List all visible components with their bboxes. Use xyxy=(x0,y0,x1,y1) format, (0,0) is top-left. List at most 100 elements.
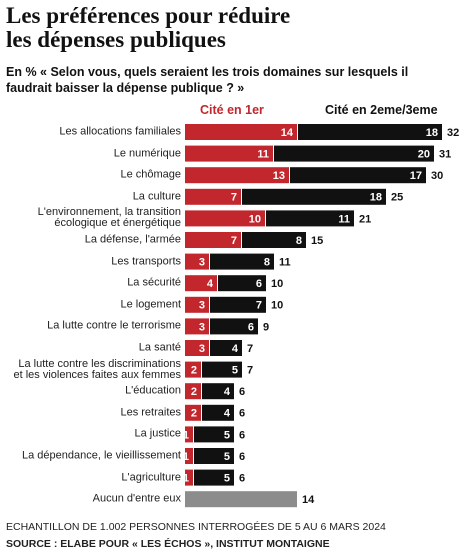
bar-segment xyxy=(185,469,193,486)
total-label: 14 xyxy=(302,494,315,506)
category-label: La lutte contre le terrorisme xyxy=(47,319,181,332)
value-label: 2 xyxy=(191,365,197,377)
value-label: 2 xyxy=(191,386,197,398)
value-label: 3 xyxy=(199,257,205,269)
category-label: L'environnement, la transition écologiqu… xyxy=(37,206,181,230)
category-label: L'agriculture xyxy=(121,471,181,484)
total-label: 10 xyxy=(271,300,283,312)
bar-segment xyxy=(185,232,241,248)
bar-segment xyxy=(218,275,266,292)
bar-segment xyxy=(185,296,209,313)
chart-subtitle: En % « Selon vous, quels seraient les tr… xyxy=(6,65,409,95)
value-label: 4 xyxy=(232,343,239,355)
value-label: 6 xyxy=(248,321,254,333)
bar xyxy=(185,491,297,508)
value-label: 3 xyxy=(199,300,205,312)
bar-segment xyxy=(185,383,201,400)
value-label: 11 xyxy=(257,149,269,161)
bar-segment xyxy=(185,275,217,292)
category-label: La sécurité xyxy=(127,276,181,289)
value-label: 17 xyxy=(410,170,422,182)
value-label: 10 xyxy=(249,213,261,225)
bar-segment xyxy=(185,340,209,356)
bar-segment xyxy=(185,318,209,335)
value-label: 13 xyxy=(273,170,285,182)
total-label: 10 xyxy=(271,278,283,290)
category-label: Le numérique xyxy=(113,147,181,160)
bar-segment xyxy=(185,361,201,378)
value-label: 7 xyxy=(256,300,262,312)
category-label: La justice xyxy=(134,427,181,440)
bar-segment xyxy=(185,448,193,464)
value-label: 3 xyxy=(199,321,205,333)
value-label: 5 xyxy=(224,429,230,441)
value-label: 5 xyxy=(224,451,230,463)
value-label: 7 xyxy=(231,192,237,204)
total-label: 11 xyxy=(279,257,291,269)
bar-segment xyxy=(185,188,241,205)
total-label: 6 xyxy=(239,451,245,463)
category-label: La lutte contre les discriminations et l… xyxy=(13,357,181,381)
value-label: 18 xyxy=(426,127,438,139)
bar-segment xyxy=(194,426,234,443)
total-label: 6 xyxy=(239,473,245,485)
bar-segment xyxy=(242,188,386,205)
category-label: Les allocations familiales xyxy=(59,125,181,138)
value-label: 4 xyxy=(224,386,231,398)
value-label: 7 xyxy=(231,235,237,247)
bar-segment xyxy=(202,404,234,421)
total-label: 6 xyxy=(239,408,245,420)
bar-segment xyxy=(185,253,209,270)
value-label: 18 xyxy=(370,192,382,204)
value-label: 4 xyxy=(207,278,214,290)
total-label: 21 xyxy=(359,213,371,225)
bar-segment xyxy=(185,124,297,140)
value-label: 5 xyxy=(224,473,230,485)
category-label: Le logement xyxy=(120,298,181,311)
value-label: 20 xyxy=(418,149,430,161)
total-label: 25 xyxy=(391,192,403,204)
bar-segment xyxy=(242,232,306,248)
value-label: 5 xyxy=(232,365,238,377)
value-label: 8 xyxy=(296,235,302,247)
category-label: La dépendance, le vieillissement xyxy=(22,449,181,462)
value-label: 6 xyxy=(256,278,262,290)
total-label: 31 xyxy=(439,149,451,161)
value-label: 2 xyxy=(191,408,197,420)
bar-segment xyxy=(185,167,289,184)
bar-segment xyxy=(266,210,354,227)
bar-segment xyxy=(202,383,234,400)
bar-segment xyxy=(185,426,193,443)
total-label: 32 xyxy=(447,127,459,139)
value-label: 1 xyxy=(183,429,189,441)
category-label: Les transports xyxy=(111,255,181,268)
category-label: Aucun d'entre eux xyxy=(92,492,181,505)
bar-segment xyxy=(210,318,258,335)
value-label: 14 xyxy=(281,127,294,139)
total-label: 6 xyxy=(239,386,245,398)
source-note: SOURCE : ELABE POUR « LES ÉCHOS », INSTI… xyxy=(6,538,330,550)
bar-segment xyxy=(210,296,266,313)
bar-segment xyxy=(290,167,426,184)
bar-segment xyxy=(194,448,234,464)
total-label: 7 xyxy=(247,365,253,377)
total-label: 7 xyxy=(247,343,253,355)
category-label: L'éducation xyxy=(125,384,181,397)
bar-segment xyxy=(185,145,273,162)
total-label: 9 xyxy=(263,321,269,333)
value-label: 1 xyxy=(183,451,189,463)
category-label: La santé xyxy=(138,341,181,354)
total-label: 6 xyxy=(239,429,245,441)
legend-entry: Cité en 2eme/3eme xyxy=(325,103,438,117)
bar-segment xyxy=(185,404,201,421)
value-label: 4 xyxy=(224,408,231,420)
value-label: 11 xyxy=(338,213,350,225)
total-label: 15 xyxy=(311,235,323,247)
bar-segment xyxy=(210,340,242,356)
sample-note: ECHANTILLON DE 1.002 PERSONNES INTERROGÉ… xyxy=(6,521,386,533)
category-label: La défense, l'armée xyxy=(84,233,181,246)
category-label: La culture xyxy=(132,190,181,203)
chart-title: Les préférences pour réduire les dépense… xyxy=(6,3,291,52)
total-label: 30 xyxy=(431,170,443,182)
